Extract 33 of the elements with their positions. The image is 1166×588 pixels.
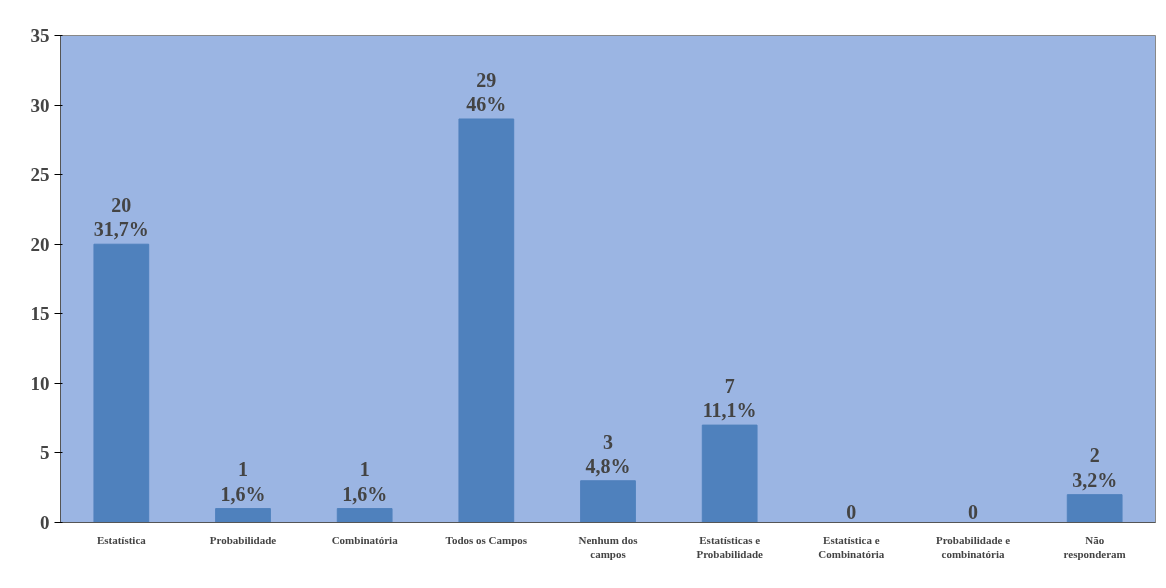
y-tick-label: 0 bbox=[40, 512, 50, 533]
bar bbox=[336, 508, 393, 523]
data-label: 1 1,6% bbox=[342, 458, 388, 505]
y-tick-label: 20 bbox=[30, 233, 50, 255]
data-label: 0 bbox=[968, 500, 978, 523]
y-tick-label: 25 bbox=[30, 164, 50, 186]
y-tick-label: 5 bbox=[40, 442, 50, 464]
y-tick-label: 35 bbox=[30, 25, 50, 46]
data-label: 1 1,6% bbox=[220, 458, 266, 505]
x-tick-label: Estatística bbox=[96, 533, 147, 546]
x-tick-label: Estatística e Combinatória bbox=[818, 533, 885, 560]
bar bbox=[93, 243, 150, 523]
y-tick-label: 15 bbox=[30, 303, 50, 325]
bar bbox=[458, 118, 515, 523]
data-label: 20 31,7% bbox=[93, 194, 149, 241]
data-label: 0 bbox=[846, 500, 857, 523]
x-tick-label: Estatísticas e Probabilidade bbox=[696, 533, 763, 560]
data-label: 2 3,2% bbox=[1072, 444, 1118, 491]
x-tick-label: Combinatória bbox=[331, 533, 399, 546]
data-label: 3 4,8% bbox=[585, 430, 631, 477]
bar bbox=[701, 424, 758, 523]
data-label: 29 46% bbox=[466, 68, 507, 115]
bar bbox=[1066, 494, 1123, 523]
x-tick-label: Probabilidade bbox=[209, 533, 277, 546]
data-label: 7 11,1% bbox=[702, 374, 757, 422]
y-tick-label: 10 bbox=[30, 372, 50, 394]
x-tick-label: Todos os Campos bbox=[445, 533, 528, 546]
bar bbox=[215, 508, 271, 523]
y-tick-label: 30 bbox=[30, 94, 50, 116]
x-tick-label: Não responderam bbox=[1063, 533, 1126, 560]
bar bbox=[580, 480, 636, 523]
x-tick-label: Nenhum dos campos bbox=[578, 533, 639, 560]
x-tick-label: Probabilidade e combinatória bbox=[935, 533, 1011, 560]
